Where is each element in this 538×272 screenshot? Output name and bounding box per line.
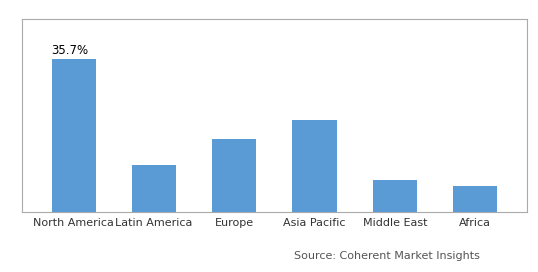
Bar <box>52 59 96 212</box>
Bar <box>453 186 497 212</box>
Text: Source: Coherent Market Insights: Source: Coherent Market Insights <box>294 251 480 261</box>
Text: 35.7%: 35.7% <box>52 44 89 57</box>
Bar <box>293 120 337 212</box>
Bar <box>132 165 176 212</box>
Bar <box>212 139 256 212</box>
Bar <box>373 180 417 212</box>
